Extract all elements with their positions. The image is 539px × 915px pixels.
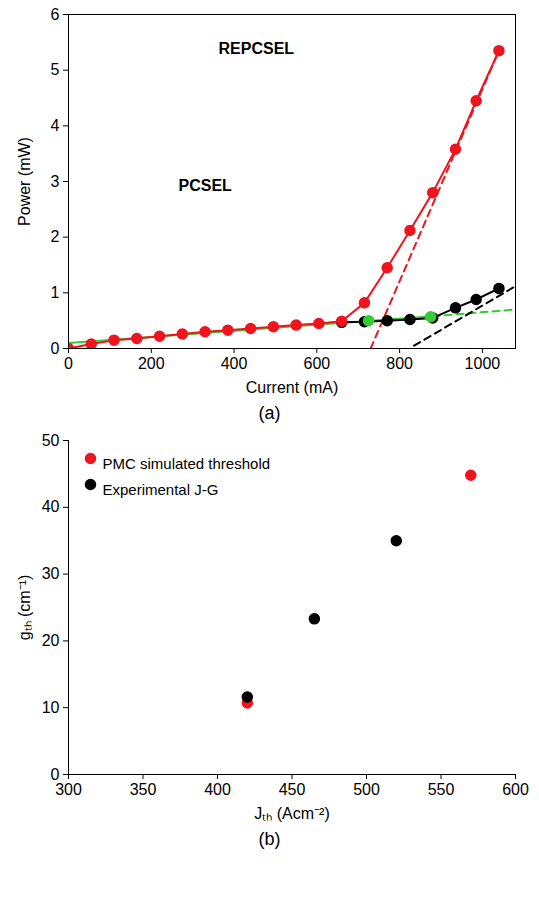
svg-text:Experimental J-G: Experimental J-G (103, 481, 219, 498)
svg-text:450: 450 (279, 781, 306, 798)
svg-text:10: 10 (42, 699, 60, 716)
svg-text:350: 350 (130, 781, 157, 798)
svg-text:400: 400 (221, 355, 248, 372)
svg-text:200: 200 (138, 355, 165, 372)
svg-text:550: 550 (428, 781, 455, 798)
svg-text:3: 3 (51, 173, 60, 190)
svg-text:500: 500 (353, 781, 380, 798)
svg-text:300: 300 (55, 781, 82, 798)
svg-text:20: 20 (42, 632, 60, 649)
svg-text:600: 600 (303, 355, 330, 372)
svg-text:6: 6 (51, 6, 60, 23)
svg-text:1: 1 (51, 284, 60, 301)
svg-text:Current (mA): Current (mA) (246, 379, 338, 396)
svg-text:2: 2 (51, 228, 60, 245)
svg-text:PCSEL: PCSEL (179, 177, 233, 194)
svg-text:400: 400 (204, 781, 231, 798)
svg-text:30: 30 (42, 565, 60, 582)
svg-text:4: 4 (51, 117, 60, 134)
svg-text:5: 5 (51, 61, 60, 78)
html-text:(b): (b) (258, 829, 281, 849)
svg-text:gₜₕ (cm⁻¹): gₜₕ (cm⁻¹) (16, 575, 33, 641)
svg-text:1000: 1000 (465, 355, 501, 372)
svg-text:Power (mW): Power (mW) (16, 137, 33, 226)
svg-text:0: 0 (51, 340, 60, 357)
svg-text:PMC simulated threshold: PMC simulated threshold (103, 455, 271, 472)
svg-text:0: 0 (50, 765, 60, 783)
svg-text:50: 50 (42, 432, 60, 449)
svg-text:40: 40 (42, 498, 60, 515)
svg-text:800: 800 (386, 355, 413, 372)
svg-text:600: 600 (502, 781, 529, 798)
svg-text:0: 0 (64, 355, 73, 372)
html-text:(a): (a) (258, 403, 281, 423)
svg-text:Jₜₕ (Acm⁻²): Jₜₕ (Acm⁻²) (254, 805, 329, 822)
svg-text:REPCSEL: REPCSEL (219, 40, 295, 57)
